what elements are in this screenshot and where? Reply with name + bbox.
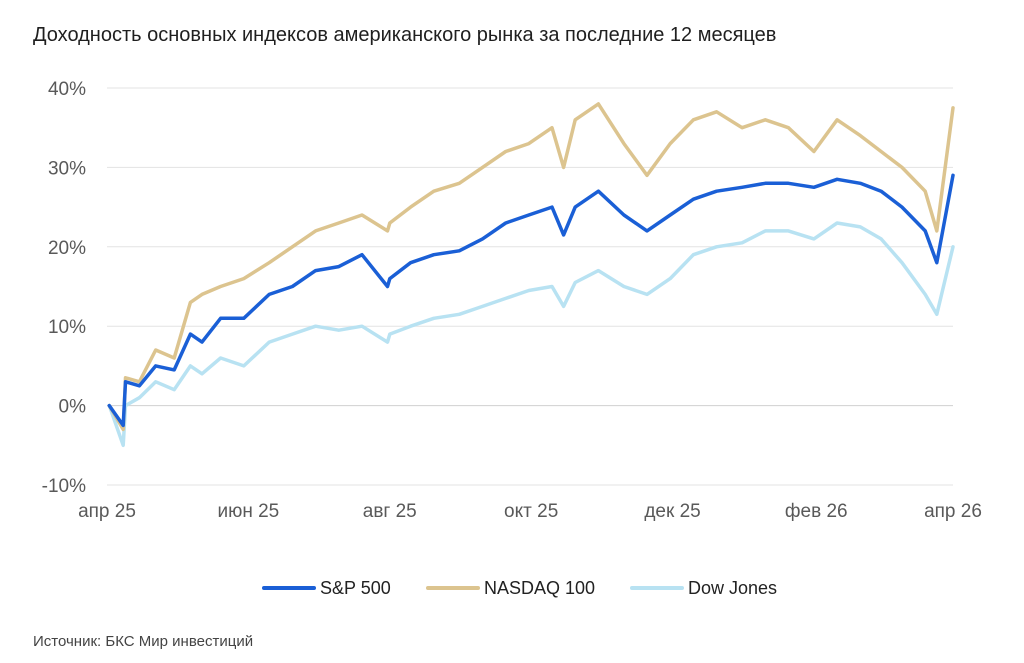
series-line-s-p-500 bbox=[107, 173, 955, 428]
chart-title: Доходность основных индексов американско… bbox=[33, 24, 777, 46]
x-tick-label: авг 25 bbox=[363, 501, 417, 522]
series-line-nasdaq-100 bbox=[107, 102, 955, 432]
series-lines bbox=[107, 102, 955, 448]
series-line-dow-jones bbox=[107, 221, 955, 448]
y-tick-label: 10% bbox=[48, 317, 86, 338]
y-tick-label: -10% bbox=[42, 476, 86, 497]
x-tick-label: дек 25 bbox=[644, 501, 700, 522]
x-axis-ticks: апр 25 июн 25 авг 25 окт 25 дек 25 фев 26 апр … bbox=[78, 501, 982, 522]
x-tick-label: июн 25 bbox=[217, 501, 279, 522]
legend-label: S&P 500 bbox=[320, 578, 391, 598]
legend-label: NASDAQ 100 bbox=[484, 578, 595, 598]
legend-label: Dow Jones bbox=[688, 578, 777, 598]
legend: S&P 500 NASDAQ 100 Dow Jones bbox=[262, 578, 777, 598]
y-axis-ticks: -10% 0% 10% 20% 30% 40% bbox=[42, 79, 86, 497]
source-note: Источник: БКС Мир инвестиций bbox=[33, 633, 254, 650]
x-tick-label: фев 26 bbox=[785, 501, 848, 522]
y-tick-label: 40% bbox=[48, 79, 86, 100]
x-tick-label: окт 25 bbox=[504, 501, 558, 522]
x-tick-label: апр 25 bbox=[78, 501, 136, 522]
y-tick-label: 30% bbox=[48, 158, 86, 179]
x-tick-label: апр 26 bbox=[924, 501, 982, 522]
y-tick-label: 0% bbox=[59, 397, 87, 418]
y-tick-label: 20% bbox=[48, 238, 86, 259]
gridlines bbox=[107, 87, 953, 486]
